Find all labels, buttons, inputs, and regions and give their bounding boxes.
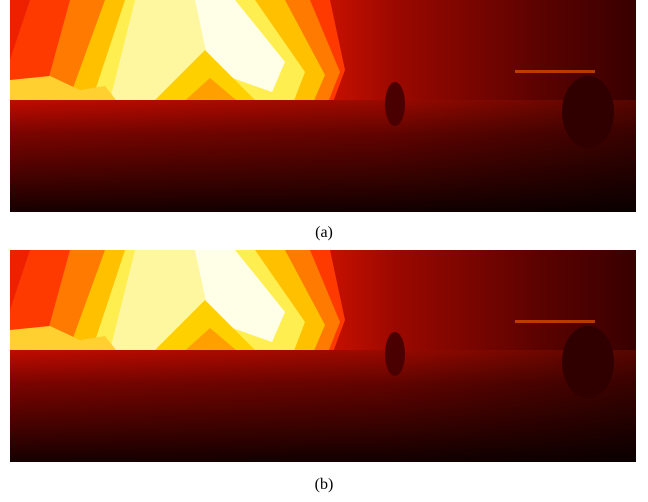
figure-page: {"figures": [{"caption": "(a)"}, {"capti…: [0, 0, 648, 502]
caption: (b): [0, 476, 648, 494]
depth-map-image: [10, 250, 636, 462]
caption: (a): [0, 224, 648, 242]
depth-map-image: [10, 0, 636, 212]
